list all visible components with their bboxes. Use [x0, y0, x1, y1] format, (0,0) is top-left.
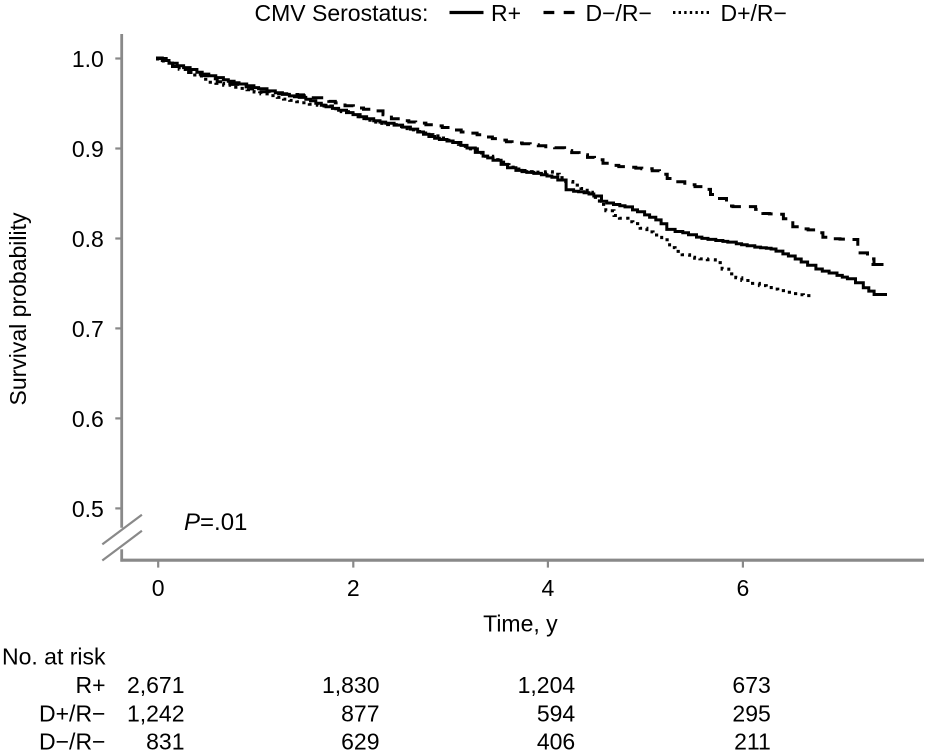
svg-text:629: 629	[341, 729, 379, 754]
svg-text:0.8: 0.8	[72, 226, 104, 252]
svg-text:0.5: 0.5	[72, 496, 104, 522]
svg-text:Time, y: Time, y	[483, 611, 558, 637]
svg-text:831: 831	[146, 729, 184, 754]
svg-text:0.7: 0.7	[72, 316, 104, 342]
svg-text:2,671: 2,671	[127, 672, 185, 698]
svg-text:406: 406	[537, 729, 575, 754]
svg-text:673: 673	[732, 672, 770, 698]
svg-text:6: 6	[737, 575, 750, 601]
svg-text:No. at risk: No. at risk	[2, 644, 106, 670]
svg-text:D+/R−: D+/R−	[721, 0, 787, 26]
svg-text:P=.01: P=.01	[184, 509, 247, 536]
svg-text:D−/R−: D−/R−	[586, 0, 652, 26]
svg-text:0: 0	[152, 575, 165, 601]
svg-text:R+: R+	[491, 0, 521, 26]
svg-text:2: 2	[347, 575, 360, 601]
svg-text:295: 295	[732, 701, 770, 727]
svg-text:D−/R−: D−/R−	[39, 729, 105, 754]
svg-text:0.6: 0.6	[72, 406, 104, 432]
svg-text:Survival probability: Survival probability	[5, 212, 31, 406]
svg-text:CMV Serostatus:: CMV Serostatus:	[255, 0, 429, 26]
svg-text:877: 877	[341, 701, 379, 727]
svg-text:211: 211	[734, 729, 771, 754]
svg-text:1.0: 1.0	[72, 46, 104, 72]
svg-text:R+: R+	[75, 672, 105, 698]
svg-text:D+/R−: D+/R−	[39, 701, 105, 727]
svg-text:1,204: 1,204	[518, 672, 576, 698]
svg-text:594: 594	[537, 701, 576, 727]
svg-text:1,830: 1,830	[322, 672, 380, 698]
svg-text:1,242: 1,242	[127, 701, 185, 727]
svg-text:0.9: 0.9	[72, 136, 104, 162]
svg-text:4: 4	[542, 575, 555, 601]
